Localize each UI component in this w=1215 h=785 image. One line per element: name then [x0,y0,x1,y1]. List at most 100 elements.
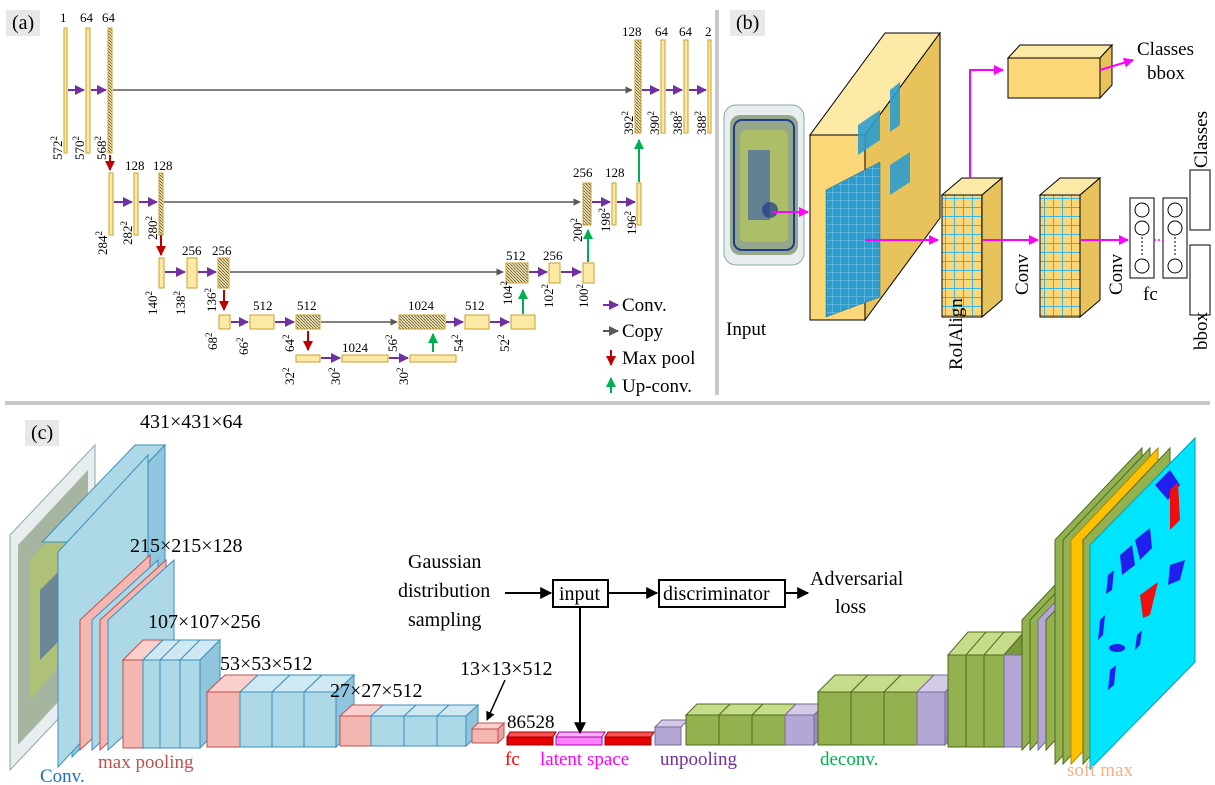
size-64: 642 [281,335,297,353]
unet-ch-1024-dec: 1024 [408,298,435,313]
size-280: 2802 [144,216,160,240]
fmap-282 [133,172,139,236]
unet-panel: 1 64 64 5722 5702 5682 128 128 2842 2822… [49,10,712,397]
decoder-block-2 [816,673,964,747]
label-fc: fc [505,749,520,770]
classes-top-label: Classes [1137,39,1194,60]
size-30a: 302 [327,368,343,386]
adversarial-line1: Adversarial [810,568,904,590]
size-198: 1982 [597,208,613,232]
fc-label: fc [1143,284,1158,305]
decoder-block-1 [653,702,827,747]
size-138: 1382 [172,291,188,315]
fmap-388a [683,39,689,134]
dim-13: 13×13×512 [460,658,553,680]
discriminator-box [658,579,786,608]
size-32: 322 [281,368,297,386]
fmap-52 [510,314,536,330]
fmap-30b [409,354,457,363]
unet-ch-64-top1: 64 [655,24,669,39]
unet-legend: Conv. Copy Max pool Up-conv. [603,295,695,397]
legend-conv-label: Conv. [622,295,667,316]
fmap-66 [249,314,275,330]
unet-ch-64b: 64 [102,10,116,25]
unet-ch-64a: 64 [80,10,94,25]
fmap-32 [295,354,321,363]
unet-ch-512b: 512 [297,298,317,313]
unet-ch-256a: 256 [182,243,202,258]
fmap-136 [217,257,230,289]
size-284: 2842 [94,231,110,255]
dim-86528: 86528 [507,712,555,733]
unet-ch-128a: 128 [125,158,145,173]
dim-215: 215×215×128 [130,535,243,557]
fmap-570 [85,27,91,154]
size-390: 3902 [646,111,662,135]
unet-ch-512-dec2: 512 [506,248,526,263]
input-box-label: input [559,583,601,605]
roi-feature-map [940,176,1004,319]
panel-c-tag: (c) [25,420,60,446]
fmap-568 [107,27,113,154]
classes-right-label: Classes [1191,111,1212,168]
classification-box [1006,43,1114,100]
size-196: 1962 [623,211,639,235]
size-102: 1022 [540,284,556,308]
unet-ch-256-dec1: 256 [573,165,593,180]
input-xray-image [723,104,805,266]
size-52: 522 [496,335,512,353]
size-388a: 3882 [669,111,685,135]
panel-b-tag: (b) [730,10,766,36]
classes-output-box [1189,169,1211,231]
label-softmax: soft max [1067,760,1133,781]
unet-ch-1: 1 [60,10,67,25]
size-570: 5702 [71,136,87,160]
pool5-block [470,721,506,745]
unet-ch-128-dec1: 128 [605,165,625,180]
pink-arrow [1099,57,1134,71]
size-104: 1042 [499,281,515,305]
adversarial-line2: loss [835,596,866,618]
size-100: 1002 [575,284,591,308]
conv2-label: Conv [1106,253,1127,295]
size-568: 5682 [93,136,109,160]
fmap-572 [63,27,68,154]
unet-ch-256b: 256 [212,243,232,258]
fmap-64 [295,314,321,330]
fmap-196 [636,182,642,226]
label-maxpool: max pooling [98,752,194,773]
output-stack [1054,436,1196,771]
unet-level0-encoder [63,27,113,154]
size-392: 3922 [620,111,636,135]
fmap-390 [660,39,666,134]
conv1-label: Conv [1012,253,1033,295]
conv4-block [205,673,356,749]
gaussian-line1: Gaussian [408,551,481,573]
gaussian-text: Gaussian distribution sampling [398,551,490,631]
fmap-100 [582,262,595,284]
size-200: 2002 [569,218,585,242]
bbox-output-box [1189,244,1211,316]
size-54: 542 [450,335,466,353]
fmap-138 [186,257,198,289]
bbox-right-label: bbox [1191,312,1212,351]
fmap-198 [611,182,617,226]
gaussian-line3: sampling [408,609,481,631]
fc-layers [1129,197,1188,279]
panel-a-tag: (a) [6,10,41,36]
unet-ch-64-top2: 64 [679,24,693,39]
maskrcnn-panel: Input RoIAlign Classes bbox [723,31,1212,370]
unet-ch-128-top: 128 [622,24,642,39]
conv-feature-map [1038,176,1102,319]
conv5-block [338,703,480,748]
discriminator-label: discriminator [663,583,770,605]
fmap-56 [398,314,446,330]
label-conv: Conv. [40,766,85,785]
dim-27: 27×27×512 [330,680,423,702]
size-136: 1362 [203,288,219,312]
dim-53: 53×53×512 [220,653,313,675]
dim-107: 107×107×256 [148,611,261,633]
unet-ch-256-dec2: 256 [543,248,563,263]
unet-ch-1024: 1024 [342,340,369,355]
